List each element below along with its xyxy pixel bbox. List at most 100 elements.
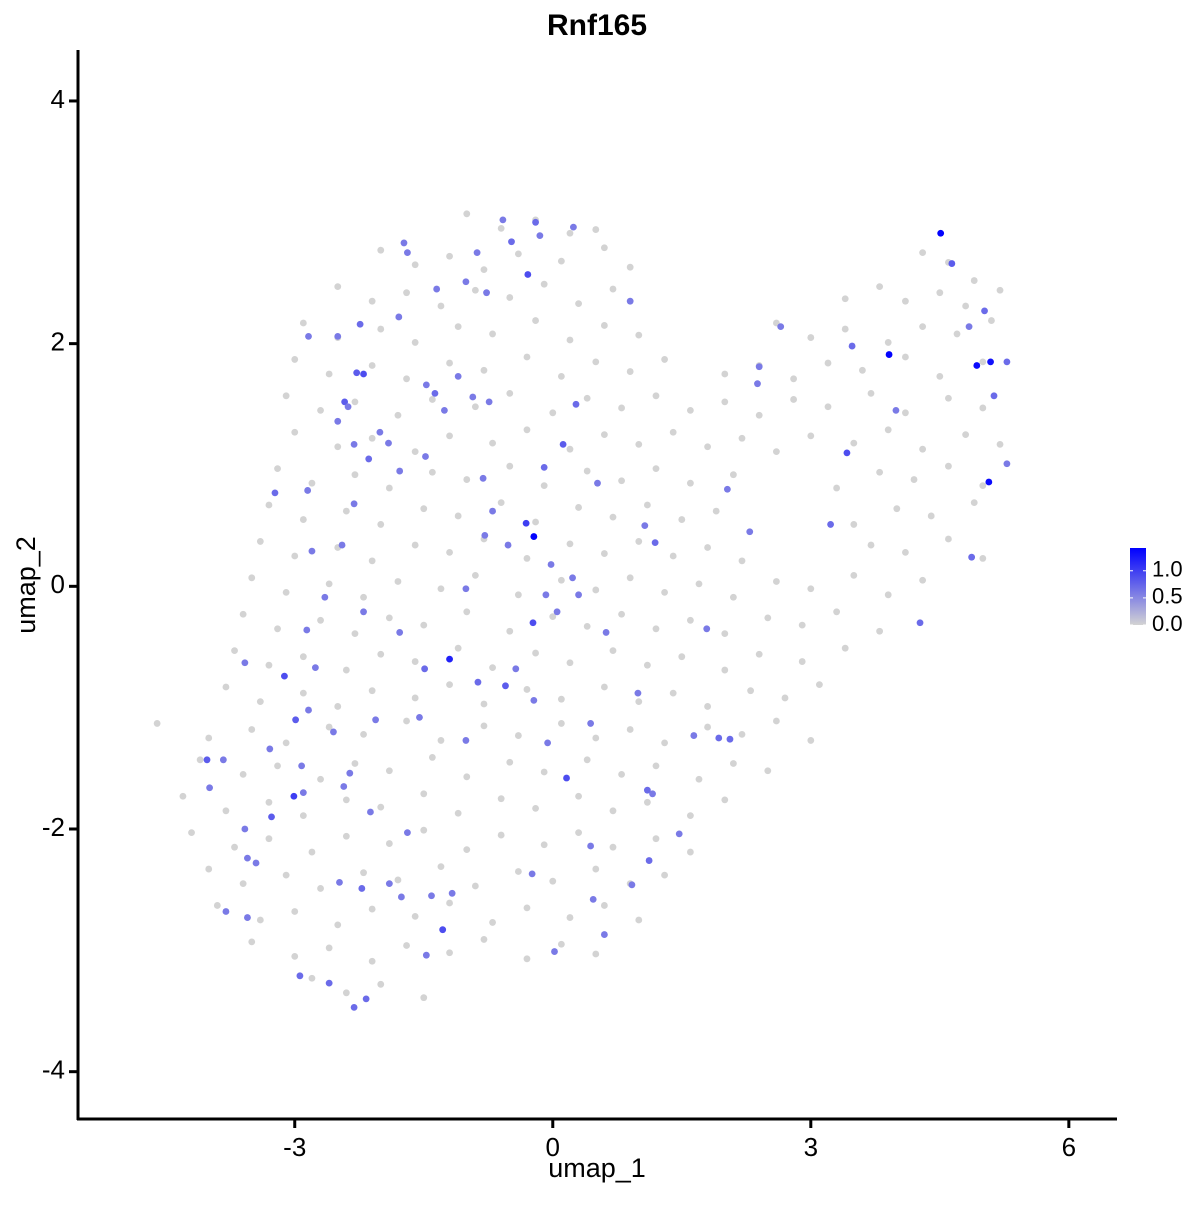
cell-point bbox=[626, 726, 634, 733]
cell-point bbox=[635, 916, 643, 924]
cell-point bbox=[411, 912, 419, 920]
cell-point bbox=[841, 325, 849, 333]
cell-point bbox=[446, 899, 453, 907]
cell-point bbox=[377, 803, 385, 811]
cell-point bbox=[549, 877, 557, 885]
cell-point bbox=[350, 500, 358, 508]
cell-point bbox=[479, 474, 487, 482]
cell-point bbox=[454, 644, 462, 652]
cell-point bbox=[411, 261, 419, 269]
cell-point bbox=[411, 339, 419, 346]
cell-point bbox=[325, 944, 333, 952]
cell-point bbox=[356, 320, 364, 328]
cell-point bbox=[266, 745, 274, 753]
cell-point bbox=[506, 294, 514, 301]
cell-point bbox=[317, 406, 324, 414]
cell-point bbox=[241, 825, 249, 833]
cell-point bbox=[431, 389, 439, 397]
cell-point bbox=[153, 720, 161, 727]
cell-point bbox=[299, 789, 307, 796]
cell-point bbox=[480, 366, 488, 374]
cell-point bbox=[754, 380, 761, 388]
cell-point bbox=[945, 535, 952, 543]
x-tick-label: 6 bbox=[1062, 1132, 1076, 1162]
cell-point bbox=[850, 439, 858, 447]
cell-point bbox=[557, 720, 565, 727]
cell-point bbox=[566, 445, 574, 453]
cell-point bbox=[385, 614, 393, 622]
cell-point bbox=[651, 539, 659, 547]
cell-point bbox=[377, 650, 385, 658]
cell-point bbox=[892, 406, 900, 414]
cell-point bbox=[755, 363, 763, 371]
cell-point bbox=[377, 980, 385, 988]
cell-point bbox=[635, 698, 643, 705]
cell-point bbox=[634, 689, 642, 697]
cell-point bbox=[540, 280, 548, 288]
cell-point bbox=[723, 485, 731, 493]
cell-point bbox=[557, 373, 565, 380]
cell-point bbox=[462, 278, 470, 286]
cell-point bbox=[360, 608, 367, 616]
cell-point bbox=[421, 665, 429, 673]
cell-point bbox=[368, 957, 376, 965]
y-axis-title: umap_2 bbox=[11, 536, 41, 634]
cell-point bbox=[308, 547, 316, 555]
cell-point bbox=[256, 538, 264, 545]
cell-point bbox=[480, 266, 488, 274]
cell-point bbox=[291, 428, 299, 436]
cell-point bbox=[953, 330, 961, 338]
cell-point bbox=[471, 286, 479, 294]
cell-point bbox=[420, 790, 428, 798]
cell-point bbox=[600, 550, 608, 557]
cell-point bbox=[274, 465, 281, 473]
cell-point bbox=[188, 829, 195, 837]
cell-point bbox=[609, 807, 617, 815]
cell-point bbox=[523, 955, 531, 963]
cell-point bbox=[350, 440, 358, 448]
cell-point bbox=[790, 396, 798, 403]
cell-point bbox=[368, 434, 376, 442]
cell-point bbox=[377, 521, 385, 528]
cell-point bbox=[489, 330, 496, 338]
cell-point bbox=[669, 428, 677, 436]
cell-point bbox=[690, 732, 698, 739]
cell-point bbox=[948, 260, 956, 267]
cell-point bbox=[968, 553, 976, 561]
cell-point bbox=[446, 548, 453, 556]
cell-point bbox=[437, 585, 445, 593]
cell-point bbox=[317, 775, 324, 783]
cell-point bbox=[859, 366, 866, 374]
cell-point bbox=[686, 479, 694, 487]
cell-point bbox=[265, 798, 273, 806]
cell-point bbox=[437, 863, 445, 871]
cell-point bbox=[179, 792, 187, 800]
cell-point bbox=[231, 843, 238, 851]
cell-point bbox=[471, 571, 479, 579]
cell-point bbox=[281, 672, 288, 680]
cell-point bbox=[609, 285, 617, 293]
cell-point bbox=[411, 541, 419, 549]
cell-point bbox=[205, 734, 213, 742]
cell-point bbox=[609, 843, 617, 851]
cell-point bbox=[454, 373, 462, 380]
cell-point bbox=[439, 926, 447, 934]
cell-point bbox=[704, 443, 711, 451]
cell-point bbox=[747, 687, 754, 695]
cell-point bbox=[422, 453, 429, 460]
cell-point bbox=[1003, 358, 1011, 366]
cell-point bbox=[489, 664, 496, 672]
cell-point bbox=[661, 871, 668, 879]
cell-point bbox=[248, 574, 256, 582]
cell-point bbox=[342, 989, 350, 997]
cell-point bbox=[362, 995, 370, 1003]
cell-point bbox=[420, 505, 428, 513]
cell-point bbox=[885, 351, 893, 358]
cell-point bbox=[652, 835, 660, 843]
cell-point bbox=[506, 627, 514, 635]
cell-point bbox=[583, 622, 591, 630]
cell-point bbox=[686, 406, 694, 414]
cell-point bbox=[463, 846, 471, 854]
cell-point bbox=[575, 300, 582, 307]
cell-point bbox=[695, 775, 703, 783]
